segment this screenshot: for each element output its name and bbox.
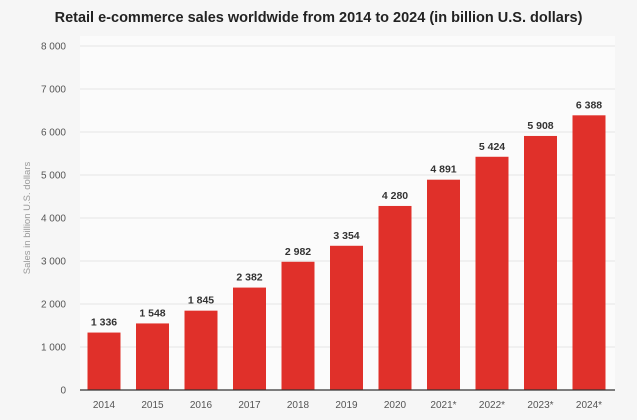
y-tick-label: 7 000 (41, 85, 66, 96)
data-label: 4 280 (382, 190, 408, 202)
x-tick-label: 2024* (576, 400, 602, 411)
x-tick-label: 2014 (93, 400, 116, 411)
data-label: 6 388 (576, 99, 602, 111)
bar (136, 323, 169, 390)
bar (184, 310, 218, 390)
chart-title: Retail e-commerce sales worldwide from 2… (54, 10, 583, 26)
x-tick-label: 2018 (287, 400, 310, 411)
data-label: 2 382 (236, 272, 262, 284)
x-tick-label: 2023* (527, 400, 553, 411)
bar (87, 332, 121, 390)
y-tick-label: 4 000 (41, 214, 66, 225)
data-label: 2 982 (285, 246, 311, 258)
y-tick-label: 5 000 (41, 171, 66, 182)
x-tick-label: 2019 (335, 400, 358, 411)
y-tick-label: 2 000 (41, 300, 66, 311)
y-tick-label: 3 000 (41, 257, 66, 268)
y-tick-label: 1 000 (41, 343, 66, 354)
x-tick-label: 2015 (141, 400, 164, 411)
bar (475, 156, 509, 390)
bar (233, 287, 266, 390)
bar (572, 115, 606, 390)
bar (378, 205, 412, 390)
data-label: 1 336 (91, 317, 117, 329)
bar (427, 179, 460, 390)
data-label: 1 548 (139, 307, 165, 319)
y-axis-label: Sales in billion U.S. dollars (22, 162, 33, 275)
data-label: 1 845 (188, 295, 214, 307)
data-label: 5 424 (479, 141, 505, 153)
data-label: 3 354 (333, 230, 359, 242)
x-tick-label: 2020 (384, 400, 407, 411)
x-tick-label: 2022* (479, 400, 505, 411)
x-tick-label: 2016 (190, 400, 213, 411)
bar (281, 261, 315, 390)
x-tick-label: 2017 (238, 400, 261, 411)
y-tick-label: 0 (60, 386, 66, 397)
bar (330, 245, 363, 390)
x-tick-label: 2021* (430, 400, 456, 411)
bar (524, 135, 557, 390)
data-label: 4 891 (430, 164, 456, 176)
y-tick-label: 8 000 (41, 42, 66, 53)
y-tick-label: 6 000 (41, 128, 66, 139)
data-label: 5 908 (527, 120, 553, 132)
